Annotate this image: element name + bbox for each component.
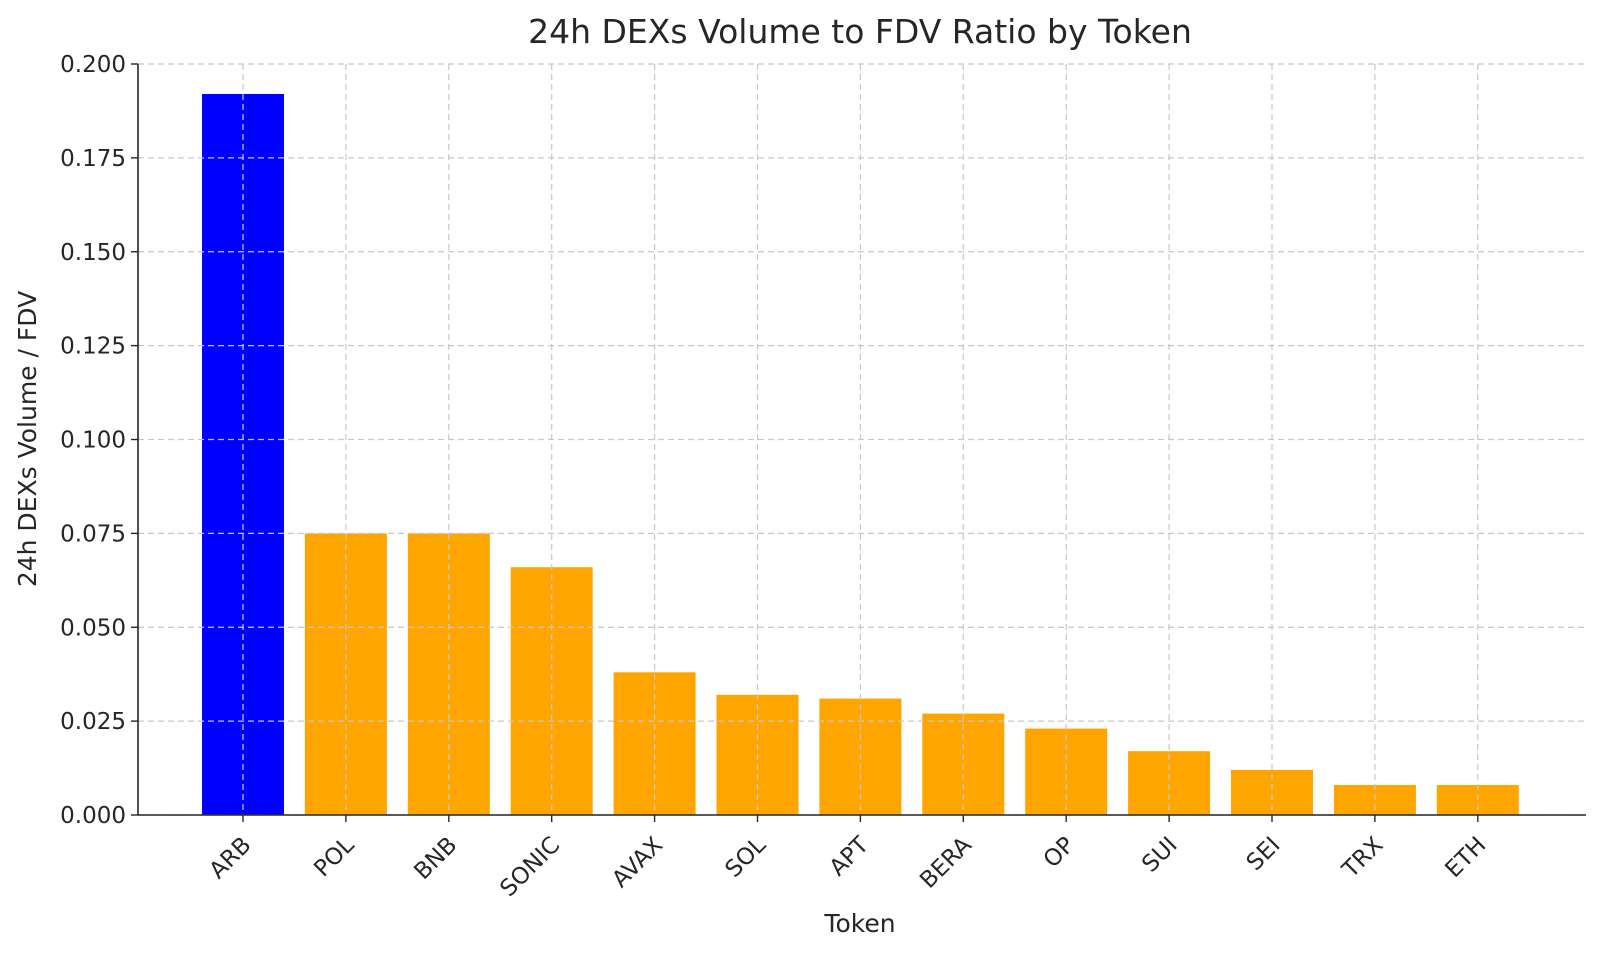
x-tick-label-sonic: SONIC: [495, 832, 565, 902]
y-tick-label: 0.100: [60, 428, 126, 454]
y-axis-label: 24h DEXs Volume / FDV: [13, 291, 42, 587]
y-tick-label: 0.050: [60, 615, 126, 641]
y-tick-label: 0.150: [60, 240, 126, 266]
y-tick-label: 0.200: [60, 52, 126, 78]
bar-op: [1025, 728, 1108, 815]
x-tick-label-eth: ETH: [1441, 832, 1492, 883]
x-tick-label-bnb: BNB: [409, 832, 462, 885]
x-tick-label-sei: SEI: [1242, 832, 1286, 876]
x-axis-ticks: ARB POL BNB SONIC AVAX SOL APT BERA OP SUI SEI TRX E…: [205, 815, 1492, 902]
y-tick-label: 0.000: [60, 803, 126, 829]
x-tick-label-bera: BERA: [915, 832, 977, 894]
y-tick-label: 0.175: [60, 146, 126, 172]
y-tick-label: 0.025: [60, 709, 126, 735]
x-tick-label-pol: POL: [309, 832, 359, 882]
x-tick-label-op: OP: [1039, 832, 1080, 873]
x-tick-label-sol: SOL: [720, 832, 771, 883]
bar-eth: [1436, 785, 1519, 815]
bar-trx: [1333, 785, 1416, 815]
y-axis-ticks: 0.000 0.025 0.050 0.075 0.100 0.125 0.150 0.175…: [60, 52, 138, 829]
x-axis-label: Token: [823, 909, 895, 938]
x-tick-label-trx: TRX: [1337, 832, 1389, 884]
bar-avax: [613, 672, 696, 815]
x-tick-label-apt: APT: [825, 832, 875, 882]
y-tick-label: 0.125: [60, 334, 126, 360]
chart-title: 24h DEXs Volume to FDV Ratio by Token: [528, 12, 1192, 51]
x-tick-label-avax: AVAX: [607, 832, 668, 893]
x-tick-label-arb: ARB: [205, 832, 257, 884]
y-tick-label: 0.075: [60, 521, 126, 547]
x-tick-label-sui: SUI: [1137, 832, 1182, 877]
